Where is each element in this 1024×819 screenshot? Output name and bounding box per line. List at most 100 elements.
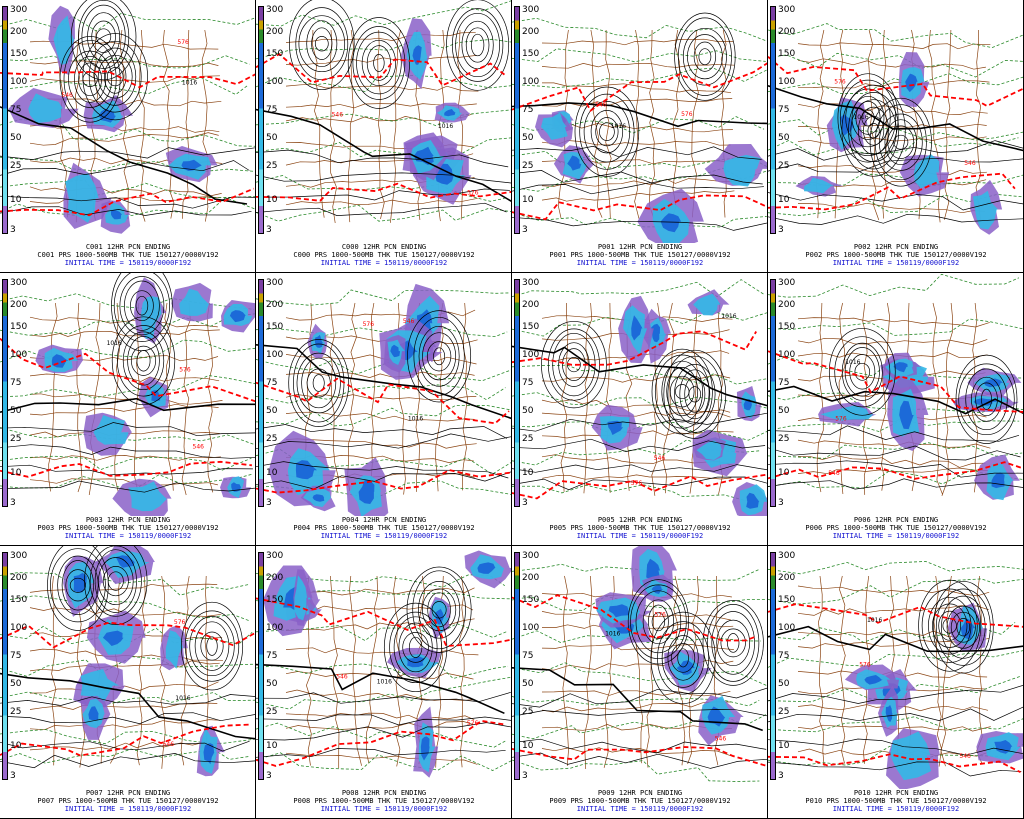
panel-caption: C001 PRS 1000-500MB THK TUE 150127/0000V… (37, 251, 219, 259)
pressure-contours (768, 327, 1023, 490)
scale-tick-label: 10 (10, 741, 22, 751)
panel-caption: P006 PRS 1000-500MB THK TUE 150127/0000V… (805, 524, 987, 532)
initial-time-label: INITIAL TIME = 150119/0000F192 (64, 259, 192, 267)
scale-tick-label: 200 (522, 300, 540, 310)
precip-scale-colorbar (514, 6, 520, 234)
precip-scale-ticks: 300 200 150 100 75 50 25 10 3 (10, 279, 30, 508)
scale-tick-label: 50 (10, 406, 22, 416)
scale-tick-label: 25 (778, 707, 790, 717)
contour-label: 1016 (605, 630, 620, 637)
panel-caption: P005 PRS 1000-500MB THK TUE 150127/0000V… (549, 524, 731, 532)
initial-time-label: INITIAL TIME = 150119/0000F192 (576, 532, 704, 540)
forecast-map: 1016 576 546 (512, 12, 767, 243)
panel-header: P002 12HR PCN ENDING (853, 243, 939, 251)
pressure-contours (512, 12, 767, 231)
precip-scale-colorbar (770, 6, 776, 234)
scale-tick-label: 300 (266, 278, 284, 288)
precipitation-shading (595, 546, 744, 746)
scale-tick-label: 150 (778, 49, 796, 59)
initial-time-label: INITIAL TIME = 150119/0000F192 (320, 805, 448, 813)
scale-tick-label: 200 (778, 300, 796, 310)
contour-label: 1016 (721, 313, 736, 320)
pressure-contours (0, 0, 255, 216)
scale-tick-label: 3 (778, 498, 784, 508)
contour-label: 1016 (377, 678, 392, 685)
scale-tick-label: 200 (522, 573, 540, 583)
scale-tick-label: 10 (522, 468, 534, 478)
scale-tick-label: 100 (522, 77, 540, 87)
thickness-contours (256, 0, 511, 222)
scale-tick-label: 10 (778, 468, 790, 478)
forecast-map: 1016 576 546 (768, 560, 1023, 789)
scale-tick-label: 50 (522, 406, 534, 416)
contour-label: 546 (193, 443, 205, 450)
scale-tick-label: 150 (522, 322, 540, 332)
scale-tick-label: 200 (266, 300, 284, 310)
scale-tick-label: 150 (522, 49, 540, 59)
contour-label: 576 (179, 367, 191, 374)
scale-tick-label: 150 (10, 49, 28, 59)
forecast-map: 1016 576 546 (0, 546, 255, 777)
scale-tick-label: 300 (522, 278, 540, 288)
scale-tick-label: 3 (778, 771, 784, 781)
scale-tick-label: 10 (522, 195, 534, 205)
initial-time-label: INITIAL TIME = 150119/0000F192 (320, 259, 448, 267)
scale-tick-label: 200 (10, 300, 28, 310)
contour-label: 576 (467, 720, 479, 727)
scale-tick-label: 300 (778, 278, 796, 288)
scale-tick-label: 3 (522, 225, 528, 235)
panel-header: P009 12HR PCN ENDING (597, 789, 683, 797)
scale-tick-label: 100 (10, 77, 28, 87)
panel-caption: P008 PRS 1000-500MB THK TUE 150127/0000V… (293, 797, 475, 805)
precip-scale-colorbar (258, 6, 264, 234)
scale-tick-label: 100 (522, 623, 540, 633)
scale-tick-label: 50 (522, 133, 534, 143)
contour-label: 546 (715, 736, 727, 743)
scale-tick-label: 3 (10, 498, 16, 508)
ensemble-panel-p006: 1016 576 546 300 200 150 100 75 50 25 10 3 P006 12HR… (768, 273, 1024, 546)
scale-tick-label: 100 (10, 350, 28, 360)
ensemble-panel-p010: 1016 576 546 300 200 150 100 75 50 25 10 3 P010 12HR… (768, 546, 1024, 819)
scale-tick-label: 25 (778, 161, 790, 171)
scale-tick-label: 10 (10, 468, 22, 478)
precip-scale-ticks: 300 200 150 100 75 50 25 10 3 (10, 6, 30, 235)
panel-header: P005 12HR PCN ENDING (597, 516, 683, 524)
thickness-546-576-lines (768, 350, 1023, 480)
contour-label: 546 (828, 470, 840, 477)
scale-tick-label: 200 (266, 573, 284, 583)
panel-caption: P009 PRS 1000-500MB THK TUE 150127/0000V… (549, 797, 731, 805)
ensemble-panel-p002: 1016 576 546 300 200 150 100 75 50 25 10 3 P002 12HR… (768, 0, 1024, 273)
scale-tick-label: 200 (522, 27, 540, 37)
panel-caption: P001 PRS 1000-500MB THK TUE 150127/0000V… (549, 251, 731, 259)
precip-scale-ticks: 300 200 150 100 75 50 25 10 3 (266, 278, 286, 508)
contour-label: 576 (174, 619, 186, 626)
scale-tick-label: 75 (778, 651, 790, 661)
panel-header: P007 12HR PCN ENDING (85, 789, 171, 797)
precip-scale-colorbar (770, 552, 776, 780)
precipitation-shading (591, 289, 767, 516)
precip-scale-ticks: 300 200 150 100 75 50 25 10 3 (10, 552, 30, 781)
precipitation-shading (35, 277, 255, 516)
scale-tick-label: 3 (10, 225, 16, 235)
scale-tick-label: 25 (266, 161, 278, 171)
scale-tick-label: 75 (522, 105, 534, 115)
scale-tick-label: 150 (266, 595, 284, 605)
panel-caption: P002 PRS 1000-500MB THK TUE 150127/0000V… (805, 251, 987, 259)
precip-scale-ticks: 300 200 150 100 75 50 25 10 3 (778, 552, 798, 781)
contour-label: 576 (654, 612, 666, 619)
pressure-contours (256, 310, 511, 490)
panel-header: C000 12HR PCN ENDING (341, 243, 427, 251)
scale-tick-label: 10 (522, 741, 534, 751)
contour-label: 576 (835, 415, 847, 422)
scale-tick-label: 100 (522, 350, 540, 360)
initial-time-label: INITIAL TIME = 150119/0000F192 (320, 532, 448, 540)
contour-label: 546 (595, 102, 607, 109)
scale-tick-label: 25 (778, 434, 790, 444)
scale-tick-label: 200 (10, 27, 28, 37)
scale-tick-label: 10 (266, 741, 278, 751)
panel-header: P001 12HR PCN ENDING (597, 243, 683, 251)
panel-caption: C000 PRS 1000-500MB THK TUE 150127/0000V… (293, 251, 475, 259)
contour-label: 1016 (611, 123, 626, 130)
scale-tick-label: 25 (10, 434, 22, 444)
ensemble-panel-p009: 1016 576 546 300 200 150 100 75 50 25 10 3 P009 12HR… (512, 546, 768, 819)
